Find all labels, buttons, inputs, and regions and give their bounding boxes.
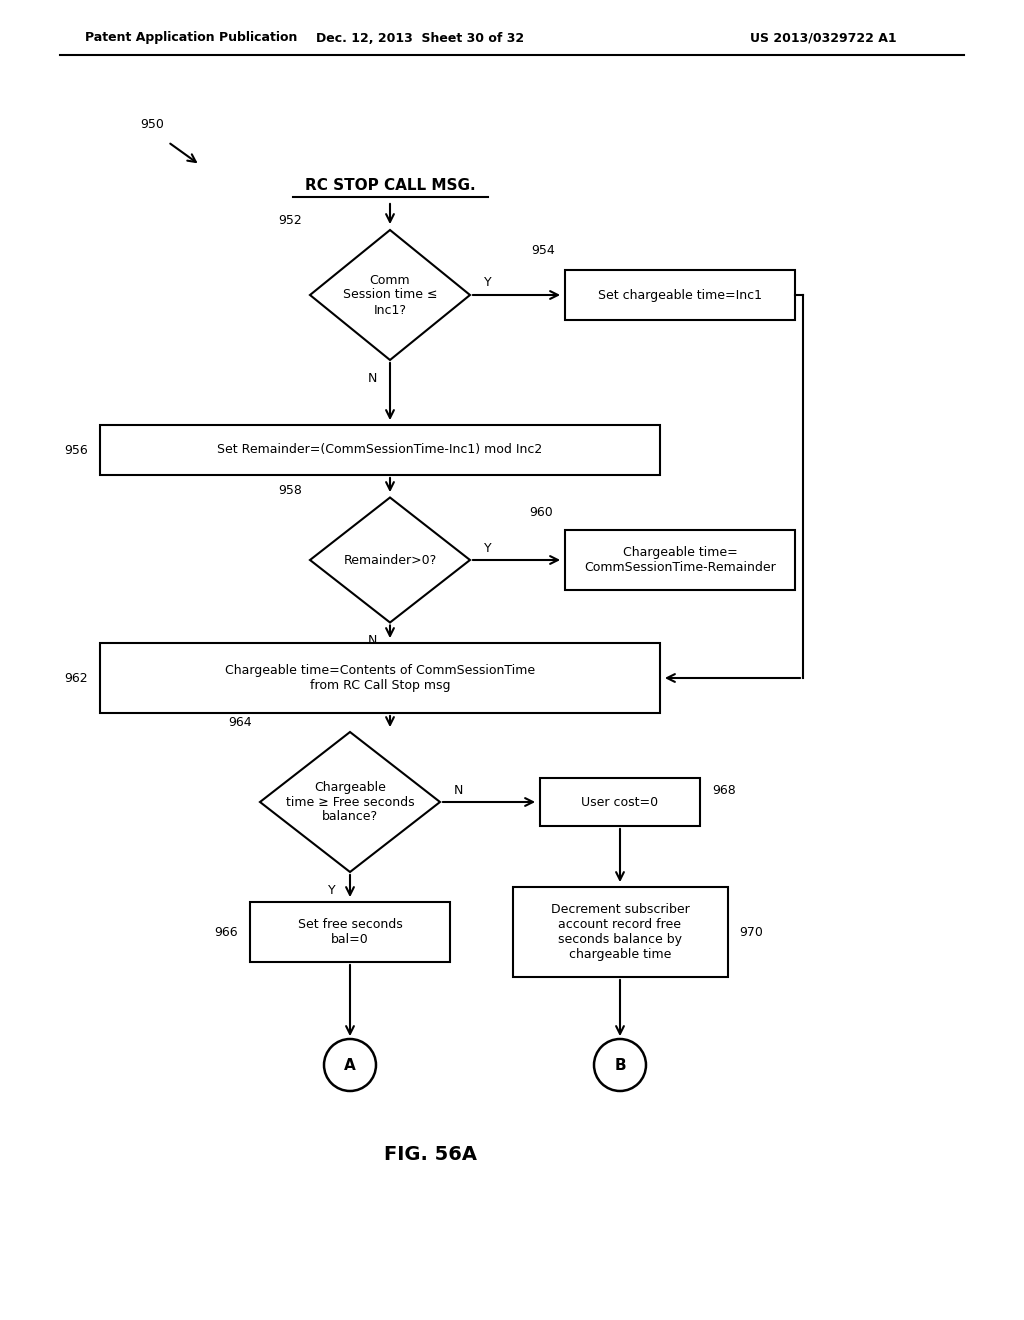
Text: 966: 966: [214, 925, 238, 939]
Text: 956: 956: [65, 444, 88, 457]
Text: 952: 952: [279, 214, 302, 227]
Text: N: N: [454, 784, 463, 796]
Text: 964: 964: [228, 715, 252, 729]
Text: 958: 958: [279, 483, 302, 496]
Text: Chargeable
time ≥ Free seconds
balance?: Chargeable time ≥ Free seconds balance?: [286, 780, 415, 824]
Polygon shape: [310, 498, 470, 623]
Text: Dec. 12, 2013  Sheet 30 of 32: Dec. 12, 2013 Sheet 30 of 32: [316, 32, 524, 45]
Text: Chargeable time=
CommSessionTime-Remainder: Chargeable time= CommSessionTime-Remaind…: [584, 546, 776, 574]
Text: Comm
Session time ≤
Inc1?: Comm Session time ≤ Inc1?: [343, 273, 437, 317]
Text: 960: 960: [529, 506, 553, 519]
Text: Y: Y: [328, 883, 336, 896]
Text: B: B: [614, 1057, 626, 1072]
Text: Decrement subscriber
account record free
seconds balance by
chargeable time: Decrement subscriber account record free…: [551, 903, 689, 961]
Bar: [512, 887, 727, 977]
Bar: [100, 643, 660, 713]
Text: Set Remainder=(CommSessionTime-Inc1) mod Inc2: Set Remainder=(CommSessionTime-Inc1) mod…: [217, 444, 543, 457]
Text: A: A: [344, 1057, 356, 1072]
Text: Patent Application Publication: Patent Application Publication: [85, 32, 297, 45]
Text: Set chargeable time=Inc1: Set chargeable time=Inc1: [598, 289, 762, 301]
Text: Y: Y: [484, 276, 492, 289]
Bar: [100, 425, 660, 475]
Text: 968: 968: [712, 784, 736, 796]
Bar: [540, 777, 700, 826]
Text: Remainder>0?: Remainder>0?: [343, 553, 436, 566]
Text: Set free seconds
bal=0: Set free seconds bal=0: [298, 917, 402, 946]
Polygon shape: [310, 230, 470, 360]
Text: User cost=0: User cost=0: [582, 796, 658, 808]
Bar: [565, 531, 795, 590]
Text: FIG. 56A: FIG. 56A: [384, 1146, 476, 1164]
Text: 950: 950: [140, 119, 164, 132]
Bar: [565, 271, 795, 319]
Text: RC STOP CALL MSG.: RC STOP CALL MSG.: [305, 177, 475, 193]
Text: N: N: [368, 371, 377, 384]
Text: Chargeable time=Contents of CommSessionTime
from RC Call Stop msg: Chargeable time=Contents of CommSessionT…: [225, 664, 536, 692]
Text: Y: Y: [484, 541, 492, 554]
Text: N: N: [368, 634, 377, 647]
Text: 962: 962: [65, 672, 88, 685]
Bar: [250, 902, 450, 962]
Polygon shape: [260, 733, 440, 873]
Text: US 2013/0329722 A1: US 2013/0329722 A1: [750, 32, 897, 45]
Text: 970: 970: [739, 925, 763, 939]
Circle shape: [324, 1039, 376, 1092]
Text: 954: 954: [531, 243, 555, 256]
Circle shape: [594, 1039, 646, 1092]
